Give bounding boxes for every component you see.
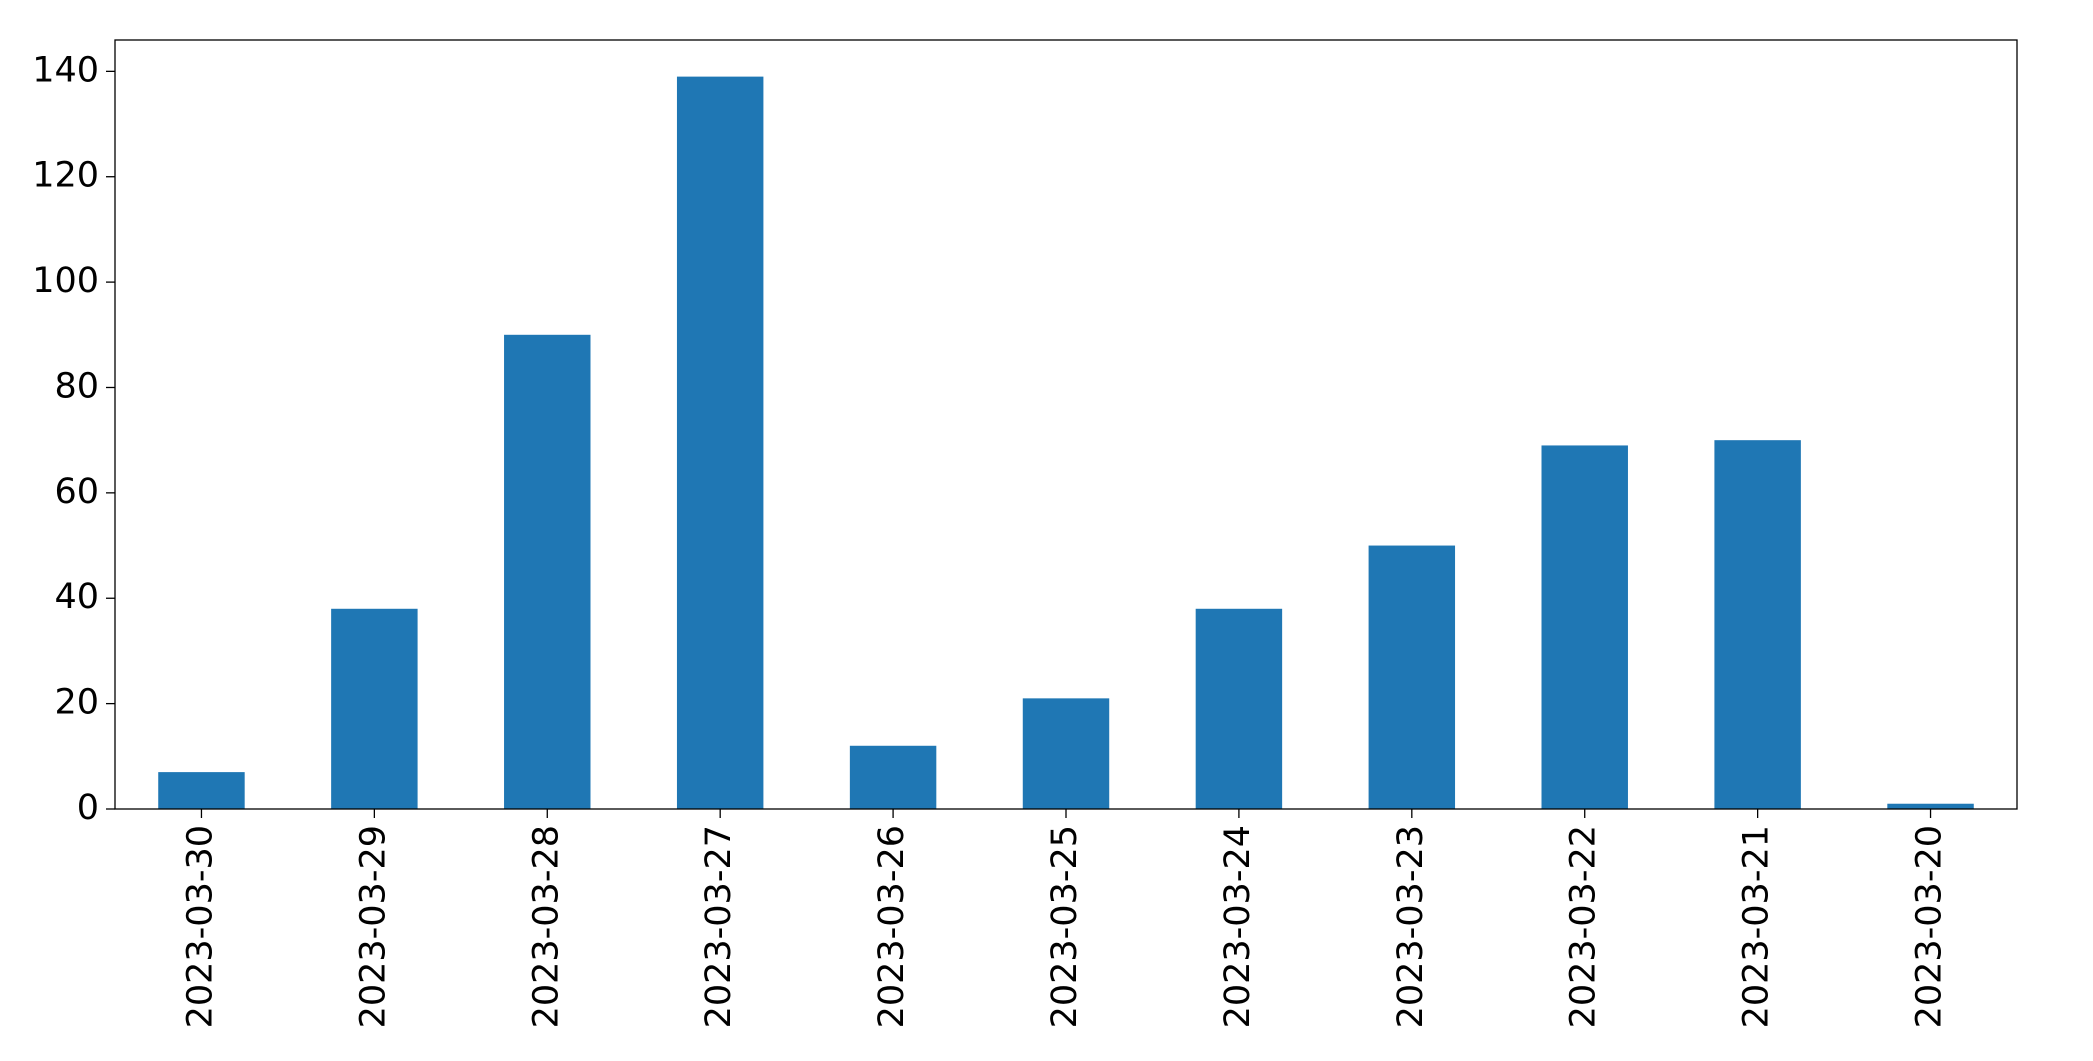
y-tick-label: 20 [54, 683, 99, 723]
x-tick-label: 2023-03-22 [1564, 825, 1604, 1028]
y-tick-label: 40 [54, 577, 99, 617]
bar [1368, 545, 1456, 809]
x-tick-label: 2023-03-24 [1218, 825, 1258, 1028]
x-tick-label: 2023-03-29 [353, 825, 393, 1028]
x-tick-label: 2023-03-25 [1045, 825, 1085, 1028]
x-tick-label: 2023-03-20 [1910, 825, 1950, 1028]
y-tick-label: 140 [32, 50, 99, 90]
x-tick-label: 2023-03-30 [180, 825, 220, 1028]
x-tick-label: 2023-03-27 [699, 825, 739, 1028]
x-tick-label: 2023-03-26 [872, 825, 912, 1028]
bar [1541, 445, 1628, 809]
y-tick-label: 80 [54, 366, 99, 406]
y-tick-label: 60 [54, 472, 99, 512]
y-tick-label: 120 [32, 156, 99, 196]
bar [849, 745, 937, 809]
bar [1714, 440, 1801, 809]
bar [1887, 803, 1974, 809]
bar [676, 76, 764, 810]
plot-frame [114, 39, 2018, 810]
bar [331, 608, 418, 809]
bar [504, 334, 591, 809]
x-tick-label: 2023-03-28 [526, 825, 566, 1028]
bar [158, 772, 245, 809]
x-tick-label: 2023-03-21 [1737, 825, 1777, 1028]
bar [1195, 608, 1283, 809]
x-tick-label: 2023-03-23 [1391, 825, 1431, 1028]
y-tick-label: 0 [77, 788, 99, 828]
bar [1022, 698, 1110, 809]
y-tick-label: 100 [32, 261, 99, 301]
